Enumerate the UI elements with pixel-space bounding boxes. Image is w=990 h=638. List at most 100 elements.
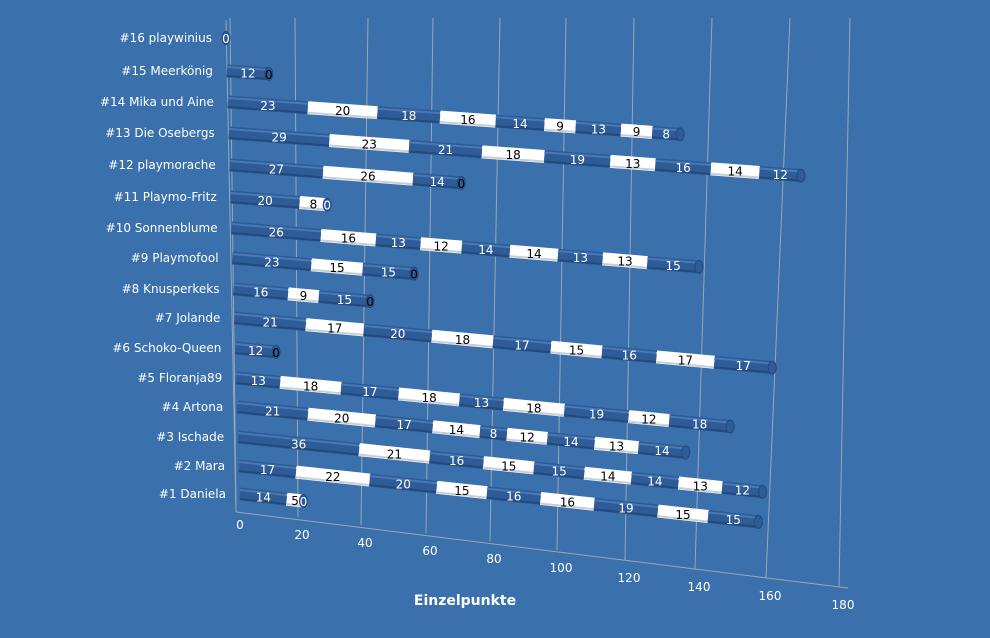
bar-shadow xyxy=(323,176,414,186)
data-label: 36 xyxy=(291,437,306,451)
bar-segment xyxy=(305,318,365,337)
bar-shadow xyxy=(235,352,277,358)
bar-segment xyxy=(637,441,687,459)
data-label: 5 xyxy=(291,494,299,508)
data-label: 18 xyxy=(421,391,436,405)
bar-segment xyxy=(436,480,488,500)
bar-highlight xyxy=(429,452,484,460)
data-label: 14 xyxy=(727,165,742,179)
data-label: 20 xyxy=(396,478,411,492)
data-label: 17 xyxy=(396,418,411,432)
bar-segment xyxy=(328,133,410,153)
category-label: #4 Artona xyxy=(162,400,224,414)
bar-shadow xyxy=(375,244,421,250)
bar-end-cap xyxy=(796,168,806,183)
data-label: 17 xyxy=(362,385,377,399)
bar-segment xyxy=(340,381,400,401)
bar-highlight xyxy=(305,319,364,327)
data-label: 9 xyxy=(300,289,308,303)
bar-segment xyxy=(279,375,342,395)
data-label: 16 xyxy=(506,490,521,504)
bar-segment xyxy=(234,341,277,359)
data-label: 26 xyxy=(269,226,284,240)
bar-highlight xyxy=(506,429,548,436)
bar-segment xyxy=(628,410,670,428)
data-label: 18 xyxy=(401,109,416,123)
bar-shadow xyxy=(602,262,648,269)
bar-segment xyxy=(758,165,802,183)
bar-highlight xyxy=(493,336,552,345)
data-label: 0 xyxy=(222,32,230,46)
bar-highlight xyxy=(678,478,723,485)
data-label: 0 xyxy=(323,199,331,213)
data-label: 27 xyxy=(269,163,284,177)
bar-shadow xyxy=(398,397,460,406)
bar-highlight xyxy=(710,163,760,170)
bar-shadow xyxy=(232,262,312,271)
data-label: 13 xyxy=(573,251,588,265)
bar-segment xyxy=(593,497,659,518)
bar-shadow xyxy=(239,498,287,506)
bar-shadow xyxy=(550,351,603,358)
data-label: 13 xyxy=(391,236,406,250)
bar-highlight xyxy=(602,253,648,260)
data-label: 15 xyxy=(501,459,516,473)
bar-shadow xyxy=(228,137,330,147)
bar-end-cap xyxy=(221,31,231,45)
bar-shadow xyxy=(540,502,595,511)
bar-shadow xyxy=(759,176,802,182)
bar-highlight xyxy=(544,151,611,159)
bar-shadow xyxy=(656,360,715,369)
bar-highlight xyxy=(362,264,415,271)
bar-highlight xyxy=(233,284,289,291)
bar-highlight xyxy=(544,119,576,124)
bar-segment xyxy=(707,510,760,529)
bar-highlight xyxy=(237,402,309,412)
bar-highlight xyxy=(459,394,504,402)
bar-segment xyxy=(230,190,301,210)
category-label: #13 Die Osebergs xyxy=(105,126,215,140)
bar-segment xyxy=(543,149,611,168)
gridline xyxy=(556,17,567,551)
bar-shadow xyxy=(708,520,759,528)
x-tick-label: 160 xyxy=(759,589,782,603)
bar-shadow xyxy=(544,128,576,133)
bar-shadow xyxy=(610,165,656,171)
data-label: 0 xyxy=(410,268,418,282)
bar-highlight xyxy=(329,135,410,144)
bar-shadow xyxy=(714,366,773,374)
bar-highlight xyxy=(620,125,653,130)
bar-segment xyxy=(431,329,494,349)
bar-shadow xyxy=(431,340,494,348)
bar-segment xyxy=(322,165,414,186)
bar-segment xyxy=(228,126,330,147)
bar-highlight xyxy=(409,141,483,149)
data-label: 18 xyxy=(455,333,470,347)
bar-segment xyxy=(237,430,360,457)
bar-shadow xyxy=(575,130,622,137)
bar-segment xyxy=(231,221,322,242)
bar-shadow xyxy=(481,155,545,163)
data-label: 15 xyxy=(569,344,584,358)
bar-highlight xyxy=(714,357,773,365)
bar-shadow xyxy=(231,232,322,242)
bar-segment xyxy=(235,371,281,389)
bar-highlight xyxy=(307,102,378,110)
data-label: 12 xyxy=(248,344,263,358)
bar-end-cap xyxy=(264,66,274,81)
bar-highlight xyxy=(594,438,639,445)
bar-shadow xyxy=(307,111,378,119)
bar-shadow xyxy=(238,441,360,456)
bar-shadow xyxy=(669,424,731,433)
bar-shadow xyxy=(305,328,364,336)
bar-highlight xyxy=(439,112,496,119)
bar-segment xyxy=(412,172,462,190)
bar-segment xyxy=(495,114,545,132)
bar-shadow xyxy=(479,435,508,441)
x-axis-ticks: 0 20 40 60 80 100 120 140 160 180 xyxy=(236,518,854,612)
bar-highlight xyxy=(550,342,603,349)
bar-segment xyxy=(363,323,433,343)
bar-segment xyxy=(713,355,773,375)
